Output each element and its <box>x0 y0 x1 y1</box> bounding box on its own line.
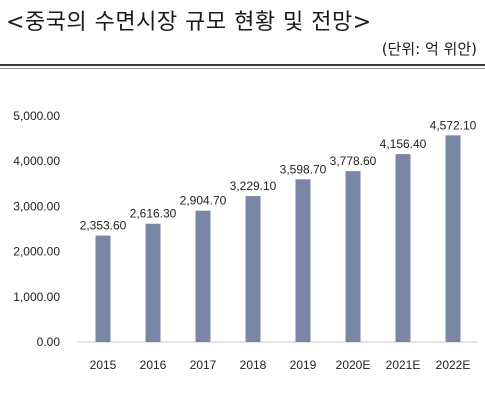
data-label: 4,572.10 <box>430 118 477 132</box>
value-labels: 2,353.602,616.302,904.703,229.103,598.70… <box>80 118 477 232</box>
bar <box>195 210 211 342</box>
x-axis: 2015 2016 2017 2018 2019 2020E 2021E 2022E <box>90 358 471 372</box>
y-tick-label: 0.00 <box>37 335 61 349</box>
y-tick-label: 4,000.00 <box>13 154 60 168</box>
y-tick-label: 3,000.00 <box>13 199 60 213</box>
x-tick-label: 2017 <box>190 358 217 372</box>
x-tick-label: 2016 <box>140 358 167 372</box>
bars <box>95 135 461 342</box>
x-tick-label: 2019 <box>290 358 317 372</box>
unit-label: (단위: 억 위안) <box>381 40 477 58</box>
data-label: 3,778.60 <box>330 154 377 168</box>
x-tick-label: 2020E <box>336 358 371 372</box>
y-axis: 0.00 1,000.00 2,000.00 3,000.00 4,000.00 5,00… <box>13 109 478 349</box>
y-tick-label: 2,000.00 <box>13 245 60 259</box>
y-tick-label: 1,000.00 <box>13 290 60 304</box>
x-tick-label: 2015 <box>90 358 117 372</box>
title-divider <box>0 64 485 66</box>
bar <box>345 171 361 342</box>
bar <box>245 196 261 342</box>
title-divider-thin <box>0 68 485 69</box>
bar <box>145 223 161 342</box>
bar <box>445 135 461 342</box>
bar <box>295 179 311 342</box>
data-label: 3,229.10 <box>230 179 277 193</box>
y-tick-label: 5,000.00 <box>13 109 60 123</box>
x-tick-label: 2022E <box>436 358 471 372</box>
data-label: 4,156.40 <box>380 137 427 151</box>
chart-title: <중국의 수면시장 규모 현황 및 전망> <box>6 10 372 35</box>
data-label: 2,904.70 <box>180 194 227 208</box>
data-label: 3,598.70 <box>280 162 327 176</box>
bar <box>95 235 111 342</box>
data-label: 2,353.60 <box>80 219 127 233</box>
x-tick-label: 2018 <box>240 358 267 372</box>
x-tick-label: 2021E <box>386 358 421 372</box>
data-label: 2,616.30 <box>130 207 177 221</box>
bar <box>395 154 411 342</box>
